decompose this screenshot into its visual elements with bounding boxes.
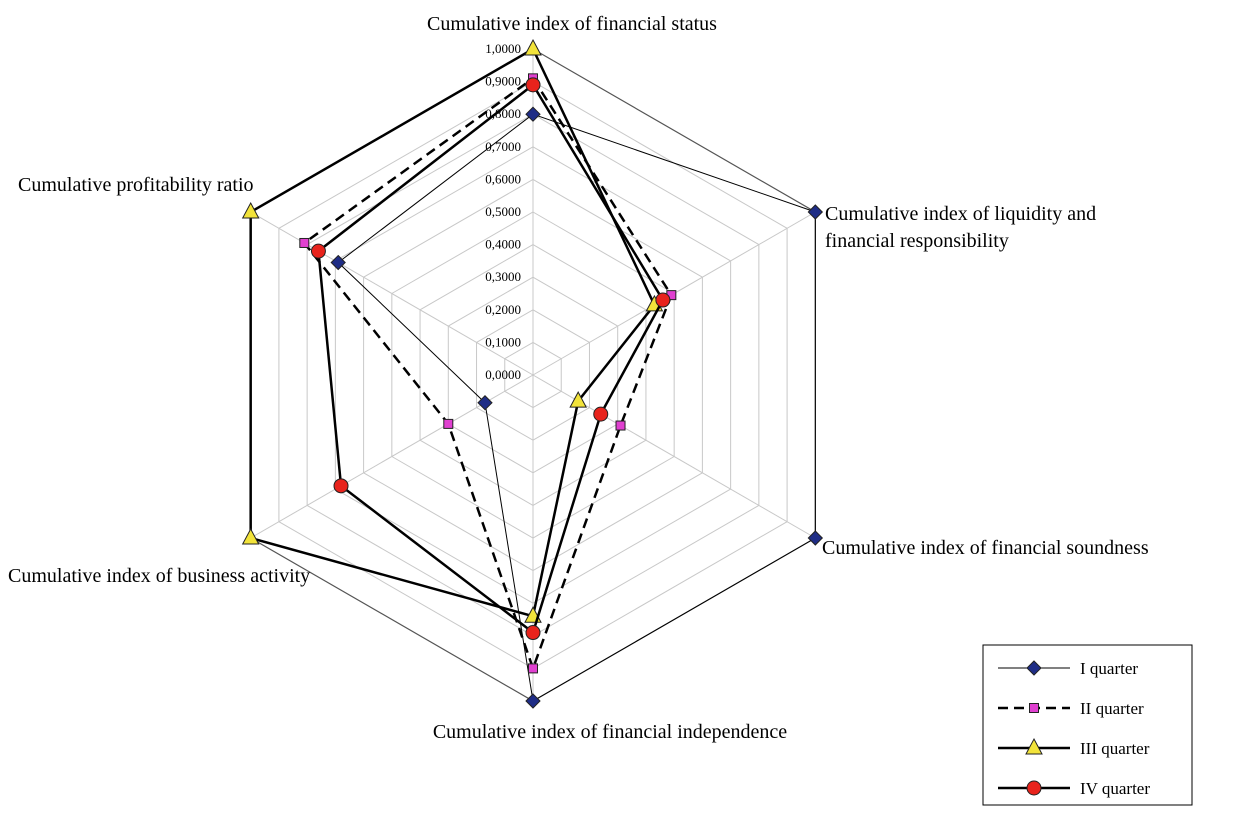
data-point [1026,780,1042,796]
tick-label: 0,2000 [485,302,521,317]
data-point [241,201,260,219]
tick-label: 0,9000 [485,74,521,89]
legend-label: II quarter [1080,699,1144,718]
axis-label: Cumulative index of liquidity and [825,203,1096,225]
data-point [525,77,541,93]
data-point [655,292,671,308]
data-point [477,395,493,411]
axis-labels: Cumulative index of financial status Cumu… [8,13,1149,743]
data-point [524,38,542,56]
series-iii-quarter [241,38,664,623]
legend-label: IV quarter [1080,779,1150,798]
tick-label: 0,4000 [485,237,521,252]
tick-label: 0,3000 [485,269,521,284]
data-point [1025,737,1043,755]
axis-label: Cumulative index of financial independen… [433,721,787,743]
data-point [807,530,824,546]
tick-label: 0,7000 [485,139,521,154]
data-point [299,237,310,248]
series-iv-quarter [310,77,671,641]
data-point [443,418,454,429]
axis-label: Cumulative index of financial status [427,13,717,35]
data-point [528,663,538,674]
axis-label: financial responsibility [825,230,1009,252]
data-point [333,478,349,494]
legend-label: I quarter [1080,659,1138,678]
radial-tick-labels: 0,0000 0,1000 0,2000 0,3000 0,4000 0,5000 0,60… [485,41,521,382]
axis-label: Cumulative index of business activity [8,565,310,587]
data-point [1029,703,1039,713]
data-point [569,391,588,408]
tick-label: 0,1000 [485,334,521,349]
data-point [241,527,260,545]
data-point [807,204,824,220]
data-point [525,625,541,641]
axis-label: Cumulative index of financial soundness [822,537,1149,559]
data-point [525,693,541,709]
axis-label: Cumulative profitability ratio [18,174,254,196]
series-i-quarter [330,106,824,709]
data-point [330,254,346,271]
data-point [593,406,609,422]
tick-label: 0,0000 [485,367,521,382]
legend-label: III quarter [1080,739,1150,758]
grid-spoke [250,211,534,376]
data-point [525,106,541,122]
data-point [1026,660,1042,676]
tick-label: 0,6000 [485,171,521,186]
tick-label: 0,5000 [485,204,521,219]
tick-label: 1,0000 [485,41,521,56]
data-point [310,243,326,259]
radar-grid [250,48,816,702]
legend: I quarter II quarter III quarter IV quarter [982,644,1193,806]
tick-label: 0,8000 [485,106,521,121]
data-series [241,38,824,709]
legend-box [982,644,1193,806]
data-point [615,420,626,431]
series-line [249,47,656,618]
